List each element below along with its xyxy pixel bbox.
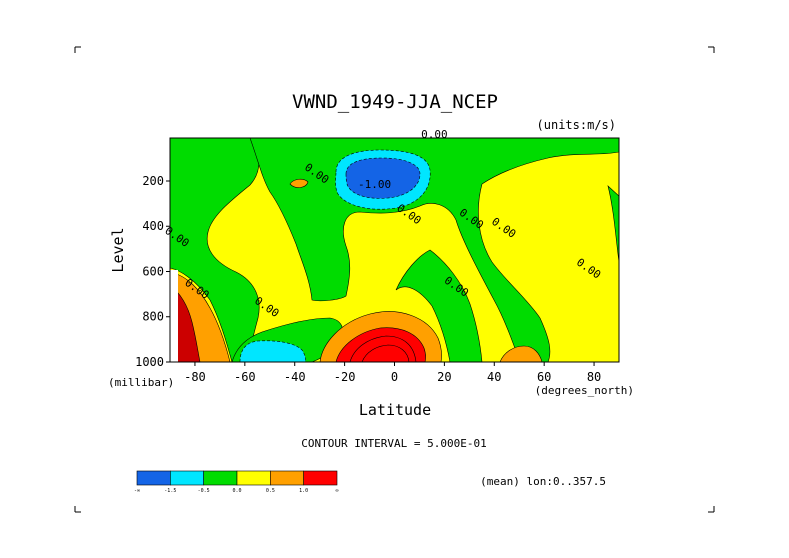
cyan-region-lower-south <box>239 340 306 362</box>
y-axis-units: (millibar) <box>108 376 174 389</box>
x-tick-label: 60 <box>537 370 551 384</box>
green-region-south <box>170 138 260 362</box>
x-axis-units: (degrees_north) <box>535 384 634 397</box>
y-axis: 200 400 600 800 1000 <box>135 174 170 369</box>
x-axis: -80 -60 -40 -20 0 20 40 60 80 <box>184 362 601 384</box>
y-tick-label: 800 <box>142 310 164 324</box>
y-tick-label: 400 <box>142 219 164 233</box>
colorbar-tick-label: 0.5 <box>266 488 275 494</box>
colorbar-swatch <box>303 470 338 486</box>
orange-region-north-surface <box>499 345 543 362</box>
x-tick-label: 80 <box>587 370 601 384</box>
y-tick-label: 600 <box>142 264 164 278</box>
x-tick-label: 0 <box>391 370 398 384</box>
x-tick-label: 40 <box>487 370 501 384</box>
x-tick-label: -80 <box>184 370 206 384</box>
units-label: (units:m/s) <box>537 118 616 132</box>
y-tick-label: 200 <box>142 174 164 188</box>
colorbar-tick-label: 1.0 <box>299 488 308 494</box>
colorbar-tick-label: -∞ <box>134 488 140 494</box>
y-axis-label: Level <box>109 227 127 272</box>
contour-field <box>170 138 619 362</box>
colorbar-swatch <box>170 470 204 486</box>
green-region-midlat-north <box>395 249 483 362</box>
orange-region-small-south <box>289 178 309 188</box>
colorbar-tick-label: 0.0 <box>232 488 241 494</box>
colorbar-swatch <box>203 470 238 486</box>
colorbar-swatch <box>270 470 304 486</box>
y-tick-label: 1000 <box>135 355 164 369</box>
colorbar: -∞ -1.5 -0.5 0.0 0.5 1.0 ∞ <box>134 470 339 494</box>
colorbar-tick-label: -1.5 <box>164 488 176 494</box>
white-region-antarctic-terrain <box>170 270 178 362</box>
x-tick-label: 20 <box>437 370 451 384</box>
colorbar-swatch <box>236 470 271 486</box>
corner-marks <box>74 46 715 513</box>
red-core-contours <box>349 335 417 362</box>
red-region-tropics <box>335 327 426 362</box>
subset-text: (mean) lon:0..357.5 <box>480 475 606 488</box>
contour-interval-text: CONTOUR INTERVAL = 5.000E-01 <box>301 437 486 450</box>
colorbar-tick-label: -0.5 <box>198 488 210 494</box>
x-tick-label: -20 <box>334 370 356 384</box>
blue-region-upper-jet <box>345 157 421 199</box>
x-tick-label: -60 <box>234 370 256 384</box>
colorbar-tick-label: ∞ <box>335 488 338 494</box>
contour-label: -1.00 <box>358 178 391 191</box>
contour-label: 0.00 <box>421 128 448 141</box>
colorbar-swatch <box>136 470 171 486</box>
x-axis-label: Latitude <box>359 401 431 419</box>
x-tick-label: -40 <box>284 370 306 384</box>
chart-title: VWND_1949-JJA_NCEP <box>292 91 498 113</box>
